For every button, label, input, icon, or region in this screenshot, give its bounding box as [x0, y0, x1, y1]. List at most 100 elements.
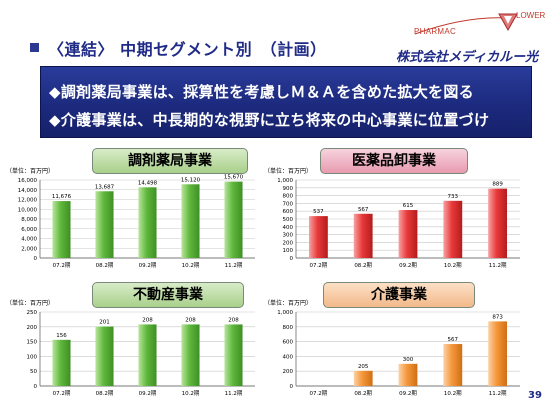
- y-tick-label: 200: [283, 369, 294, 375]
- data-label: 615: [403, 203, 414, 209]
- unit-label-dispensing: （単位：百万円）: [6, 168, 55, 175]
- data-label: 14,498: [138, 180, 158, 186]
- data-label: 156: [56, 333, 67, 339]
- y-tick-label: 6,000: [21, 227, 37, 233]
- x-tick-label: 08.2期: [96, 390, 114, 397]
- y-tick-label: 0: [290, 256, 294, 262]
- x-tick-label: 07.2期: [310, 390, 328, 397]
- unit-label-nursing: （単位：百万円）: [264, 300, 313, 307]
- data-label: 15,120: [181, 177, 201, 183]
- y-tick-label: 300: [283, 233, 294, 239]
- y-tick-label: 200: [27, 325, 38, 331]
- data-label: 537: [313, 209, 324, 215]
- logo-text-lower: LOWER: [516, 11, 546, 20]
- y-tick-label: 800: [283, 325, 294, 331]
- y-tick-label: 400: [283, 225, 294, 231]
- y-tick-label: 12,000: [18, 198, 38, 204]
- page-number: 39: [528, 390, 542, 401]
- bar: [181, 184, 200, 258]
- data-label: 15,670: [224, 175, 244, 181]
- data-label: 205: [358, 364, 369, 370]
- y-tick-label: 50: [30, 369, 37, 375]
- bar: [488, 321, 508, 386]
- bar: [138, 187, 157, 258]
- bar: [398, 363, 418, 386]
- y-tick-label: 10,000: [18, 207, 38, 213]
- data-label: 201: [99, 320, 110, 326]
- y-tick-label: 2,000: [21, 246, 37, 252]
- chart-title-nursing: 介護事業: [323, 282, 475, 308]
- bar: [488, 188, 508, 258]
- x-tick-label: 10.2期: [182, 390, 200, 397]
- data-label: 208: [228, 317, 239, 323]
- x-tick-label: 08.2期: [354, 390, 372, 397]
- data-label: 300: [403, 357, 414, 363]
- y-tick-label: 14,000: [18, 188, 38, 194]
- x-tick-label: 09.2期: [399, 262, 417, 269]
- data-label: 733: [448, 194, 459, 200]
- data-label: 567: [448, 337, 459, 343]
- company-name: 株式会社メディカルー光: [396, 50, 539, 65]
- bar: [443, 200, 463, 258]
- y-tick-label: 150: [27, 340, 38, 346]
- y-tick-label: 250: [27, 310, 38, 316]
- y-tick-label: 600: [283, 340, 294, 346]
- y-tick-label: 200: [283, 240, 294, 246]
- y-tick-label: 1,000: [277, 178, 293, 184]
- page-title: 〈連結〉 中期セグメント別 （計画）: [48, 40, 327, 59]
- bar: [224, 324, 243, 386]
- y-tick-label: 600: [283, 209, 294, 215]
- y-tick-label: 1,000: [277, 310, 293, 316]
- y-tick-label: 100: [283, 248, 294, 254]
- banner-line-2: ◆介護事業は、中長期的な視野に立ち将来の中心事業に位置づけ: [49, 111, 490, 129]
- x-tick-label: 11.2期: [489, 262, 507, 269]
- bar: [138, 324, 157, 386]
- data-label: 13,687: [95, 184, 115, 190]
- y-tick-label: 0: [34, 384, 38, 390]
- x-tick-label: 09.2期: [399, 390, 417, 397]
- unit-label-wholesale: （単位：百万円）: [264, 168, 313, 175]
- data-label: 208: [185, 317, 196, 323]
- x-tick-label: 07.2期: [53, 262, 71, 269]
- bar: [224, 181, 243, 258]
- y-tick-label: 100: [27, 354, 38, 360]
- bar: [398, 210, 418, 258]
- bar: [353, 370, 373, 386]
- data-label: 567: [358, 207, 369, 213]
- x-tick-label: 09.2期: [139, 262, 157, 269]
- y-tick-label: 4,000: [21, 237, 37, 243]
- bar: [95, 191, 114, 258]
- title-bullet: [30, 43, 39, 52]
- data-label: 208: [142, 317, 153, 323]
- data-label: 889: [492, 182, 503, 188]
- y-tick-label: 500: [283, 217, 294, 223]
- y-tick-label: 400: [283, 354, 294, 360]
- x-tick-label: 11.2期: [225, 390, 243, 397]
- y-tick-label: 0: [290, 384, 294, 390]
- x-tick-label: 10.2期: [444, 262, 462, 269]
- y-tick-label: 8,000: [21, 217, 37, 223]
- chart-title-realestate: 不動産事業: [92, 282, 244, 308]
- y-tick-label: 900: [283, 186, 294, 192]
- x-tick-label: 11.2期: [489, 390, 507, 397]
- bar: [52, 339, 71, 386]
- data-label: 873: [492, 314, 503, 320]
- data-label: 11,676: [52, 194, 72, 200]
- logo-text-pharmac: PHARMAC: [414, 27, 457, 36]
- y-tick-label: 800: [283, 194, 294, 200]
- bar: [52, 201, 71, 258]
- x-tick-label: 07.2期: [310, 262, 328, 269]
- bar: [353, 213, 373, 258]
- x-tick-label: 10.2期: [444, 390, 462, 397]
- bar: [95, 326, 114, 386]
- chart-title-wholesale: 医薬品卸事業: [320, 148, 468, 174]
- x-tick-label: 10.2期: [182, 262, 200, 269]
- x-tick-label: 09.2期: [139, 390, 157, 397]
- banner-line-1: ◆調剤薬局事業は、採算性を考慮しＭ＆Ａを含めた拡大を図る: [49, 83, 474, 101]
- x-tick-label: 11.2期: [225, 262, 243, 269]
- unit-label-realestate: （単位：百万円）: [6, 300, 55, 307]
